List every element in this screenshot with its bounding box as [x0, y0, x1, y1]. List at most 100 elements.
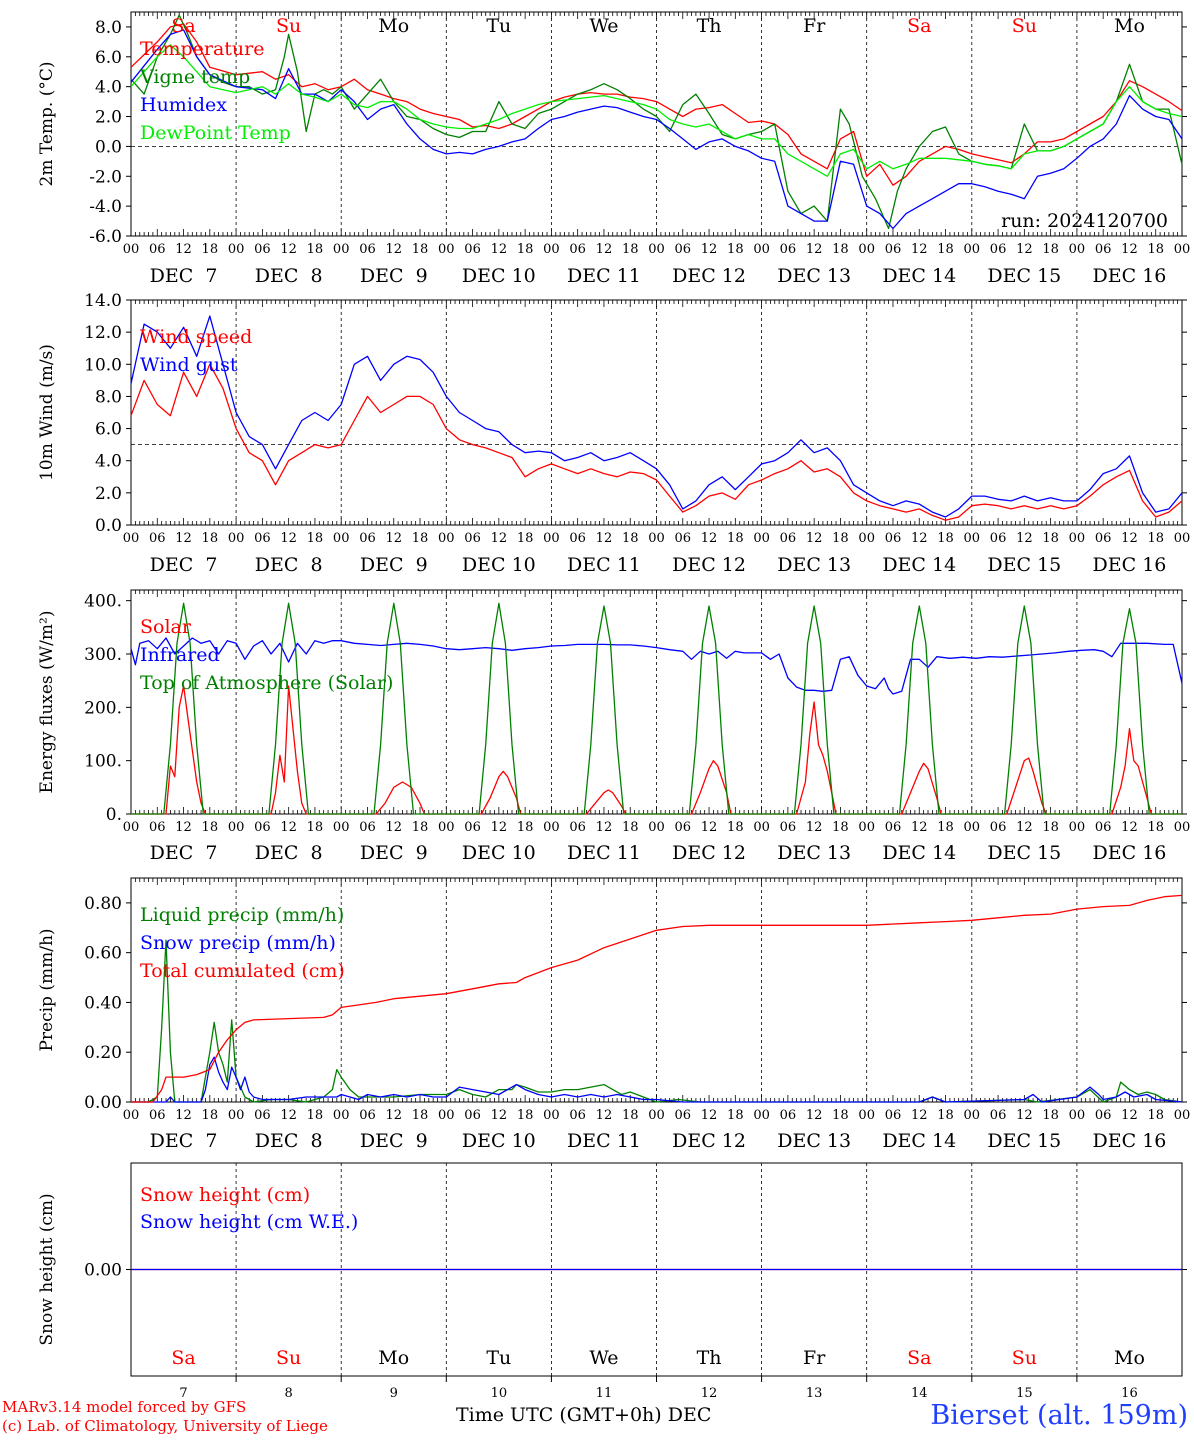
hour-tick-label: 00 [543, 1108, 560, 1123]
hour-tick-label: 18 [307, 242, 324, 257]
hour-tick-label: 00 [858, 820, 875, 835]
hour-tick-label: 18 [1147, 242, 1164, 257]
date-label: DEC 9 [360, 554, 428, 576]
hour-tick-label: 06 [359, 820, 376, 835]
hour-tick-label: 00 [438, 531, 455, 546]
hour-tick-label: 12 [701, 1108, 718, 1123]
hour-tick-label: 00 [333, 820, 350, 835]
day-name-label: Th [697, 15, 722, 37]
legend-entry: Humidex [140, 94, 227, 116]
day-number-label: 12 [701, 1386, 718, 1401]
legend-entry: DewPoint Temp [140, 122, 291, 144]
hour-tick-label: 12 [175, 531, 192, 546]
series-line-total-cumulated-cm [131, 894, 1183, 1103]
hour-tick-label: 12 [280, 531, 297, 546]
hour-tick-label: 12 [1121, 531, 1138, 546]
hour-tick-label: 12 [1121, 1108, 1138, 1123]
hour-tick-label: 12 [911, 531, 928, 546]
series-line-infrared [130, 637, 1183, 695]
y-tick-label: 0.0 [95, 516, 122, 536]
hour-tick-label: 00 [648, 1108, 665, 1123]
y-tick-label: 8.0 [95, 18, 122, 38]
hour-tick-label: 00 [1069, 531, 1086, 546]
hour-tick-label: 18 [307, 1108, 324, 1123]
hour-tick-label: 18 [412, 820, 429, 835]
hour-tick-label: 06 [885, 531, 902, 546]
hour-tick-label: 12 [806, 1108, 823, 1123]
day-name-label: Tu [486, 15, 511, 37]
hour-tick-label: 00 [648, 531, 665, 546]
hour-tick-label: 06 [569, 1108, 586, 1123]
hour-tick-label: 00 [858, 242, 875, 257]
y-tick-label: 200. [84, 698, 122, 718]
day-name-label: We [589, 1347, 618, 1369]
hour-tick-label: 12 [175, 1108, 192, 1123]
date-label: DEC 11 [567, 1130, 641, 1152]
hour-tick-label: 00 [543, 820, 560, 835]
date-label: DEC 12 [672, 1130, 746, 1152]
hour-tick-label: 18 [622, 531, 639, 546]
hour-tick-label: 00 [438, 1108, 455, 1123]
hour-tick-label: 12 [385, 820, 402, 835]
hour-tick-label: 06 [1095, 242, 1112, 257]
hour-tick-label: 12 [701, 242, 718, 257]
date-label: DEC 8 [255, 554, 323, 576]
date-label: DEC 15 [987, 265, 1061, 287]
y-tick-label: 0.0 [95, 137, 122, 157]
legend-entry: Wind speed [140, 326, 252, 348]
hour-tick-label: 18 [202, 820, 219, 835]
hour-tick-label: 06 [1095, 531, 1112, 546]
hour-tick-label: 12 [1016, 531, 1033, 546]
hour-tick-label: 06 [254, 1108, 271, 1123]
hour-tick-label: 06 [464, 242, 481, 257]
hour-tick-label: 00 [858, 1108, 875, 1123]
hour-tick-label: 18 [622, 820, 639, 835]
hour-tick-label: 06 [990, 820, 1007, 835]
y-tick-label: 8.0 [95, 387, 122, 407]
hour-tick-label: 00 [123, 820, 140, 835]
hour-tick-label: 18 [937, 531, 954, 546]
hour-tick-label: 06 [149, 531, 166, 546]
hour-tick-label: 06 [359, 242, 376, 257]
hour-tick-label: 00 [438, 820, 455, 835]
day-name-label: Su [1012, 15, 1037, 37]
hour-tick-label: 12 [596, 1108, 613, 1123]
legend-entry: Snow height (cm W.E.) [140, 1211, 358, 1233]
y-tick-label: 0.00 [84, 1093, 122, 1113]
legend-entry: Vigne temp [139, 66, 250, 88]
day-number-label: 13 [806, 1386, 823, 1401]
hour-tick-label: 18 [832, 242, 849, 257]
date-label: DEC 10 [462, 1130, 536, 1152]
hour-tick-label: 18 [1042, 531, 1059, 546]
hour-tick-label: 12 [596, 531, 613, 546]
date-label: DEC 8 [255, 1130, 323, 1152]
hour-tick-label: 06 [464, 1108, 481, 1123]
hour-tick-label: 06 [149, 242, 166, 257]
hour-tick-label: 12 [1121, 820, 1138, 835]
hour-tick-label: 12 [491, 242, 508, 257]
hour-tick-label: 18 [1042, 820, 1059, 835]
hour-tick-label: 00 [1174, 531, 1191, 546]
credit-line-2: (c) Lab. of Climatology, University of L… [2, 1417, 328, 1435]
date-label: DEC 10 [462, 265, 536, 287]
hour-tick-label: 00 [1069, 242, 1086, 257]
y-axis-label: Snow height (cm) [37, 1193, 57, 1345]
hour-tick-label: 06 [885, 820, 902, 835]
hour-tick-label: 00 [438, 242, 455, 257]
hour-tick-label: 06 [675, 820, 692, 835]
legend-entry: Top of Atmosphere (Solar) [140, 672, 393, 694]
date-label: DEC 10 [462, 554, 536, 576]
hour-tick-label: 00 [228, 242, 245, 257]
hour-tick-label: 00 [753, 820, 770, 835]
hour-tick-label: 00 [228, 1108, 245, 1123]
y-axis-label: Energy fluxes (W/m²) [37, 611, 57, 794]
hour-tick-label: 18 [307, 531, 324, 546]
day-number-label: 11 [596, 1386, 613, 1401]
hour-tick-label: 00 [648, 820, 665, 835]
day-name-label: Fr [803, 1347, 826, 1369]
series-line-dewpoint-temp [130, 44, 1183, 177]
plot-frame [130, 589, 1183, 815]
hour-tick-label: 00 [543, 531, 560, 546]
hour-tick-label: 12 [596, 242, 613, 257]
date-label: DEC 12 [672, 265, 746, 287]
